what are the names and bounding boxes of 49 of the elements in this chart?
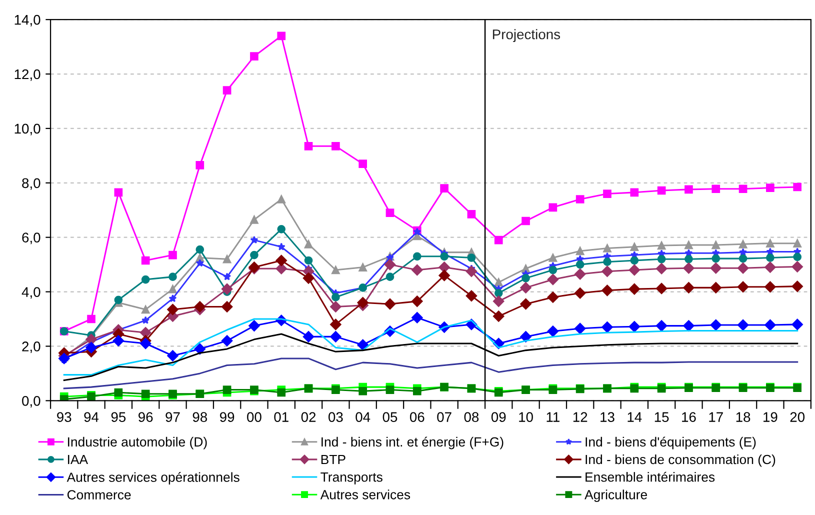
legend-label: Autres services: [320, 490, 410, 500]
x-tick-label: 16: [682, 412, 696, 422]
x-tick-label: 95: [111, 412, 126, 422]
x-tick-label: 03: [328, 412, 343, 422]
x-tick-label: 11: [546, 412, 560, 422]
x-tick-label: 18: [736, 412, 750, 422]
x-tick-label: 05: [382, 412, 398, 422]
legend-label: Ensemble intérimaires: [586, 472, 715, 482]
x-tick-label: 08: [464, 412, 479, 422]
legend-label: Transports: [320, 472, 382, 484]
x-tick-label: 94: [84, 412, 99, 422]
x-tick-label: 04: [356, 412, 370, 422]
y-tick-label: 14,0: [14, 14, 40, 26]
x-tick-label: 98: [192, 412, 208, 422]
legend-label: Ind - biens de consommation (C): [586, 454, 776, 467]
x-tick-label: 97: [166, 412, 180, 422]
x-tick-label: 06: [410, 412, 424, 422]
x-tick-label: 93: [57, 412, 72, 422]
legend-label: Commerce: [67, 490, 131, 500]
x-tick-label: 00: [247, 412, 262, 422]
x-tick-label: 14: [628, 412, 642, 422]
x-tick-label: 20: [790, 412, 805, 422]
x-tick-label: 01: [274, 412, 288, 422]
x-tick-label: 96: [138, 412, 153, 422]
x-tick-label: 12: [573, 412, 588, 422]
x-tick-label: 13: [600, 412, 614, 422]
x-tick-label: 10: [519, 412, 533, 422]
legend-label: Autres services opérationnels: [66, 472, 240, 485]
x-tick-label: 09: [491, 412, 506, 422]
legend-label: Ind - biens d'équipements (E): [586, 436, 756, 450]
legend-label: Ind - biens int. et énergie (F+G): [322, 436, 504, 450]
y-tick-label: 10,0: [14, 124, 40, 136]
legend-label: Agriculture: [584, 490, 648, 502]
y-tick-label: 4,0: [22, 287, 40, 299]
x-tick-label: 17: [709, 412, 723, 422]
legend-label: Industrie automobile (D): [68, 436, 207, 450]
ref-line-label: Projections: [492, 29, 560, 42]
y-tick-label: 0,0: [22, 396, 40, 408]
x-tick-label: 15: [654, 412, 669, 422]
x-tick-label: 07: [437, 412, 452, 422]
y-tick-label: 6,0: [22, 232, 40, 244]
x-tick-label: 19: [764, 412, 778, 422]
x-tick-label: 02: [301, 412, 316, 422]
y-tick-label: 8,0: [22, 178, 40, 190]
legend-label: IAA: [68, 454, 88, 464]
legend-label: BTP: [321, 454, 346, 464]
y-tick-label: 12,0: [14, 69, 40, 81]
y-tick-label: 2,0: [22, 342, 40, 354]
x-tick-label: 99: [220, 412, 234, 422]
